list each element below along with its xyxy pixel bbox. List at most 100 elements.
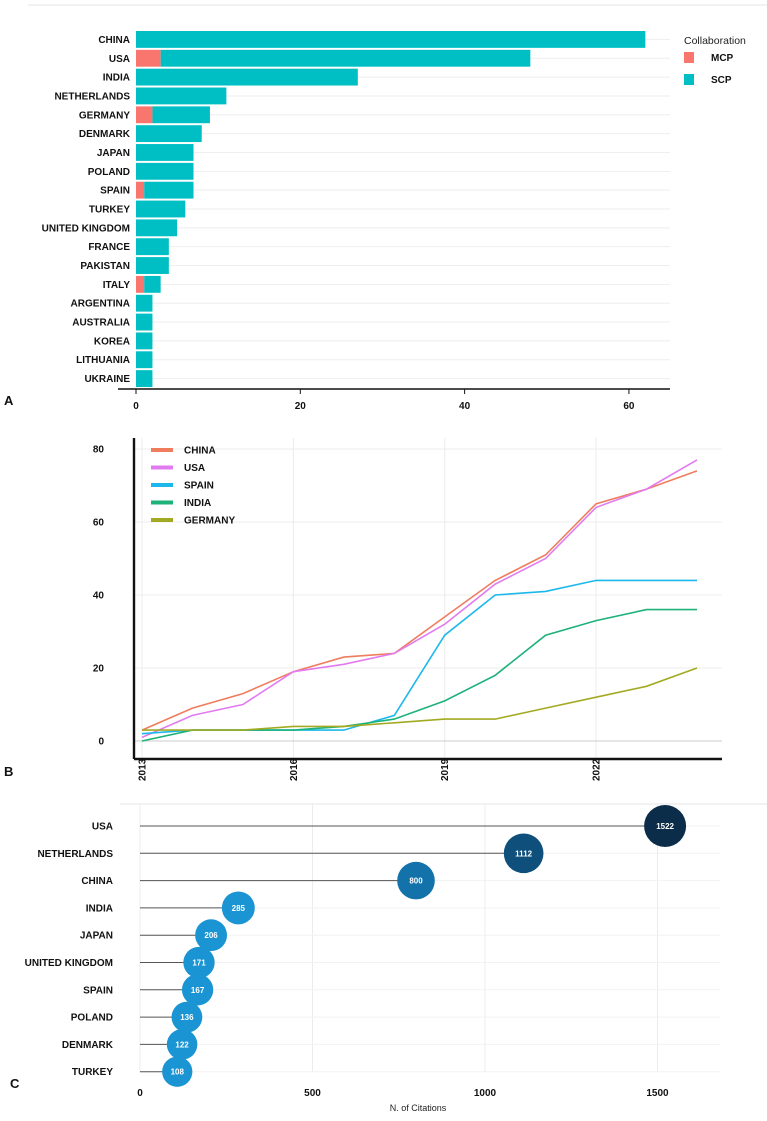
- bar-poland-scp: [136, 162, 194, 180]
- bar-ukraine-scp: [136, 370, 153, 387]
- series-line-usa: [141, 459, 698, 739]
- panel-letter-b: B: [4, 764, 13, 779]
- legend-label-spain: SPAIN: [184, 481, 214, 492]
- bar-usa-scp: [160, 49, 531, 67]
- legend-swatch-germany: [151, 518, 173, 522]
- bubble-united-kingdom: [183, 946, 215, 979]
- category-label-netherlands: NETHERLANDS: [37, 849, 113, 860]
- category-label-china: CHINA: [98, 35, 130, 46]
- category-label-argentina: ARGENTINA: [71, 299, 130, 310]
- bar-pakistan-scp: [136, 257, 169, 274]
- legend-label-india: INDIA: [184, 498, 211, 509]
- category-label-australia: AUSTRALIA: [72, 318, 130, 329]
- category-label-denmark: DENMARK: [79, 129, 131, 140]
- y-tick-label-60: 60: [93, 518, 105, 529]
- y-tick-label-0: 0: [98, 737, 104, 748]
- y-tick-label-40: 40: [93, 591, 105, 602]
- x-tick-label-2022: 2022: [592, 758, 603, 781]
- legend-swatch-usa: [151, 465, 173, 470]
- bubble-china: [397, 861, 435, 900]
- panel-letter-c: C: [10, 1076, 20, 1091]
- series-line-china: [141, 470, 698, 731]
- category-label-united-kingdom: UNITED KINGDOM: [25, 958, 113, 969]
- x-tick-label-1500: 1500: [646, 1088, 669, 1099]
- x-tick-label-2019: 2019: [440, 758, 451, 781]
- x-tick-label-1000: 1000: [474, 1088, 497, 1099]
- category-label-japan: JAPAN: [80, 931, 113, 942]
- category-label-usa: USA: [109, 54, 130, 65]
- bar-china-scp: [136, 31, 646, 48]
- bubble-india: [221, 891, 255, 925]
- panel-b-production-over-time-chart: 0 20 40 60 80 2013 2016 2019 2022 CHINA USA SPAIN I…: [0, 430, 767, 782]
- bar-italy-mcp: [136, 275, 145, 293]
- legend-swatch-spain: [151, 483, 173, 487]
- bubble-label-japan: 206: [204, 931, 218, 940]
- bubble-label-spain: 167: [191, 986, 205, 995]
- bar-japan-scp: [136, 144, 194, 161]
- bar-germany-scp: [152, 106, 210, 124]
- x-tick-label-0: 0: [133, 401, 139, 410]
- bubble-netherlands: [503, 833, 544, 874]
- bar-turkey-scp: [136, 200, 186, 218]
- category-label-japan: JAPAN: [97, 148, 130, 159]
- category-label-spain: SPAIN: [100, 186, 130, 197]
- bubble-label-china: 800: [409, 877, 423, 886]
- bar-france-scp: [136, 238, 169, 256]
- y-tick-label-80: 80: [93, 445, 105, 456]
- bar-australia-scp: [136, 313, 153, 331]
- x-tick-label-20: 20: [295, 401, 307, 410]
- panel-c-citations-chart: 1522 1112 800 285 206 171 167 136 122 108 USA NETH…: [0, 790, 767, 1116]
- y-tick-label-20: 20: [93, 664, 105, 675]
- bubble-label-india: 285: [232, 904, 246, 913]
- bar-korea-scp: [136, 332, 153, 350]
- bubble-denmark: [166, 1029, 198, 1060]
- bar-lithuania-scp: [136, 351, 153, 369]
- x-tick-label-40: 40: [459, 401, 471, 410]
- category-label-china: CHINA: [81, 876, 113, 887]
- bubble-label-netherlands: 1112: [515, 849, 532, 858]
- bubble-turkey: [162, 1056, 193, 1087]
- category-label-germany: GERMANY: [79, 110, 130, 121]
- x-tick-label-60: 60: [623, 401, 635, 410]
- line-chart-b: 0 20 40 60 80 2013 2016 2019 2022 CHINA USA SPAIN I…: [4, 438, 722, 781]
- bubble-japan: [195, 919, 228, 952]
- lollipop-chart-c: 1522 1112 800 285 206 171 167 136 122 108 USA NETH…: [10, 803, 767, 1113]
- category-label-france: FRANCE: [88, 242, 130, 253]
- category-label-ukraine: UKRAINE: [84, 374, 130, 385]
- bar-chart-a: CHINA USA INDIA NETHERLANDS GERMANY DENMARK JA…: [4, 4, 767, 412]
- category-label-turkey: TURKEY: [72, 1067, 113, 1078]
- legend-label-mcp: MCP: [711, 53, 734, 64]
- bubble-usa: [644, 805, 687, 847]
- bar-india-scp: [136, 68, 358, 86]
- bar-spain-mcp: [136, 181, 145, 199]
- legend-label-scp: SCP: [711, 75, 732, 86]
- category-label-united-kingdom: UNITED KINGDOM: [42, 223, 130, 234]
- x-tick-label-2013: 2013: [138, 758, 149, 781]
- bar-italy-scp: [144, 275, 161, 293]
- legend-title: Collaboration: [684, 35, 746, 47]
- bar-netherlands-scp: [136, 87, 227, 105]
- category-label-italy: ITALY: [103, 280, 131, 291]
- category-label-lithuania: LITHUANIA: [76, 355, 130, 366]
- category-label-denmark: DENMARK: [62, 1040, 114, 1051]
- bar-united-kingdom-scp: [136, 219, 178, 237]
- bubble-poland: [171, 1001, 203, 1033]
- legend-swatch-india: [151, 500, 173, 505]
- x-tick-label-2016: 2016: [289, 758, 300, 781]
- bar-argentina-scp: [136, 294, 153, 312]
- bubble-label-turkey: 108: [171, 1068, 185, 1077]
- legend-label-china: CHINA: [184, 446, 216, 457]
- bubble-label-denmark: 122: [175, 1040, 189, 1049]
- category-label-korea: KOREA: [94, 336, 130, 347]
- category-label-usa: USA: [92, 822, 113, 833]
- x-tick-label-500: 500: [304, 1088, 321, 1099]
- category-label-india: INDIA: [86, 903, 113, 914]
- legend-label-germany: GERMANY: [184, 516, 235, 527]
- bubble-label-usa: 1522: [656, 822, 674, 831]
- category-label-turkey: TURKEY: [89, 205, 130, 216]
- category-label-pakistan: PAKISTAN: [80, 261, 130, 272]
- legend-swatch-scp: [684, 74, 694, 85]
- bar-denmark-scp: [136, 125, 202, 143]
- panel-a-country-collaboration-chart: CHINA USA INDIA NETHERLANDS GERMANY DENMARK JA…: [0, 0, 767, 412]
- series-line-germany: [142, 667, 698, 731]
